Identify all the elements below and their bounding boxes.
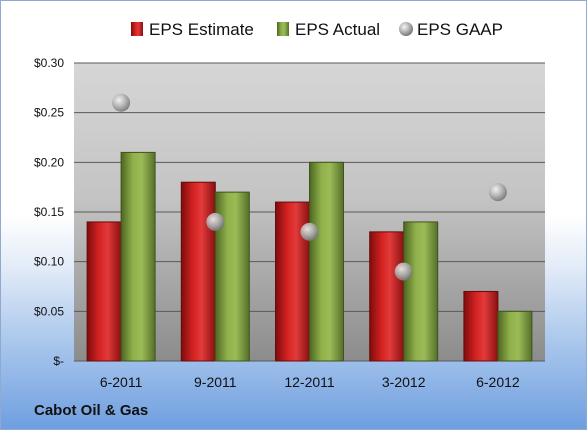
eps-estimate-bar: [463, 290, 499, 362]
eps-gaap-marker: [488, 183, 507, 202]
y-tick-label: $0.25: [34, 106, 64, 120]
eps-actual-bar: [403, 221, 439, 362]
eps-estimate-bar: [86, 221, 122, 362]
x-category-label: 6-2011: [100, 374, 143, 390]
y-tick-label: $0.05: [34, 304, 64, 318]
eps-estimate-bar: [369, 231, 405, 362]
eps-actual-bar: [120, 151, 156, 362]
eps-gaap-marker: [394, 262, 413, 281]
y-tick-label: $0.10: [34, 255, 64, 269]
y-tick-label: $0.20: [34, 155, 64, 169]
x-category-label: 3-2012: [382, 374, 426, 390]
eps-actual-bar: [309, 161, 344, 362]
eps-actual-bar: [497, 310, 533, 362]
x-category-label: 6-2012: [476, 374, 520, 390]
eps-estimate-legend-label: EPS Estimate: [149, 20, 254, 39]
eps-gaap-legend-label: EPS GAAP: [417, 20, 503, 39]
eps-estimate-legend-swatch: [131, 22, 143, 36]
x-category-label: 9-2011: [194, 374, 237, 390]
company-name: Cabot Oil & Gas: [34, 402, 149, 419]
eps-actual-legend-swatch: [277, 22, 289, 36]
y-tick-label: $0.30: [34, 56, 64, 70]
y-tick-label: $0.15: [34, 205, 64, 219]
eps-gaap-legend-swatch: [399, 22, 413, 36]
eps-estimate-bar: [180, 181, 216, 362]
eps-gaap-marker: [300, 222, 319, 241]
eps-actual-legend-label: EPS Actual: [295, 20, 380, 39]
eps-gaap-marker: [206, 212, 225, 231]
eps-gaap-marker: [112, 93, 131, 112]
x-category-label: 12-2011: [284, 374, 335, 390]
y-tick-label: $-: [53, 354, 64, 368]
